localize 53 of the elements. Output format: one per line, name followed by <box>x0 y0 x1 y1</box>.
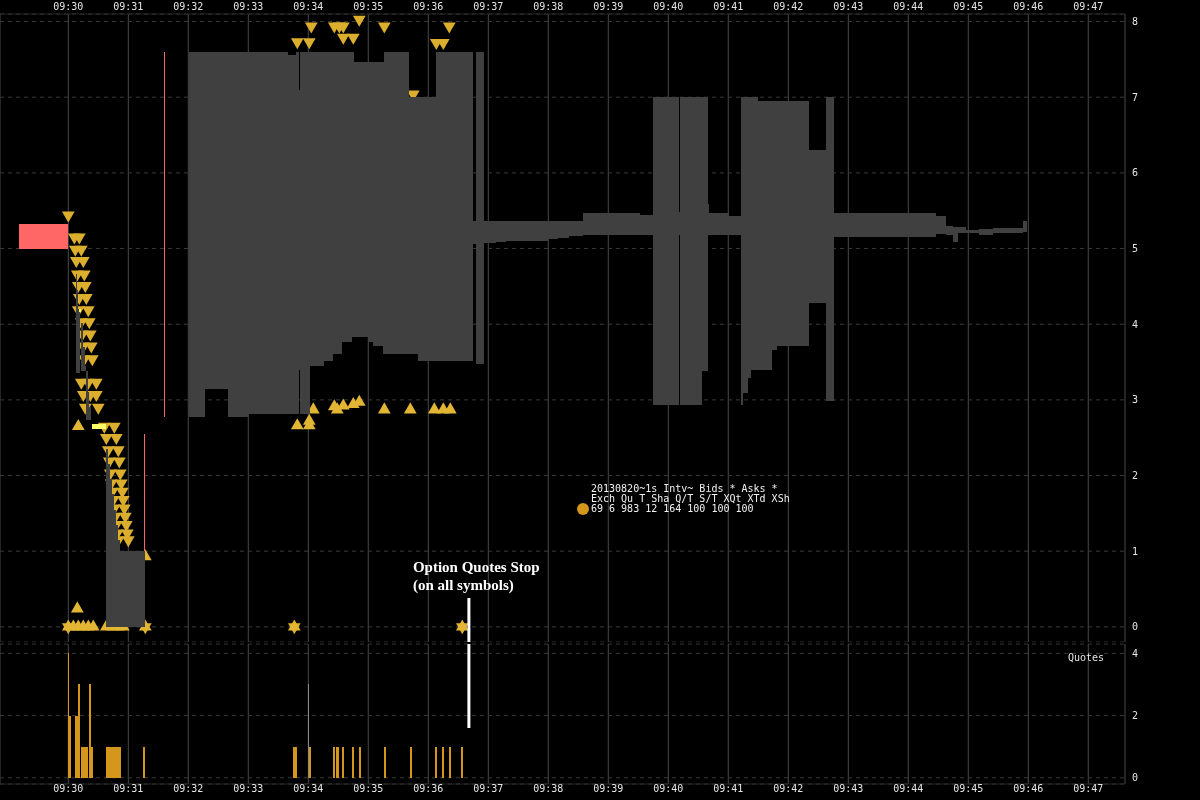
x-tick-label: 09:44 <box>893 783 924 795</box>
x-tick-label: 09:47 <box>1073 783 1104 795</box>
x-tick-label: 09:35 <box>353 1 384 12</box>
y-tick-label: 1 <box>1132 545 1139 557</box>
annotation: Exch Qu T Sha Q/T S/T XQt XTd XSh <box>591 493 790 505</box>
y-tick-label: 4 <box>1132 647 1139 659</box>
x-tick-label: 09:41 <box>713 783 744 795</box>
annotation: 20130820~1s Intv~ Bids * Asks * <box>591 483 778 494</box>
y-tick-label: 3 <box>1132 394 1139 406</box>
x-tick-label: 09:43 <box>833 783 864 795</box>
y-tick-label: 0 <box>1132 772 1139 784</box>
y-tick-label: 7 <box>1132 91 1139 103</box>
x-tick-label: 09:42 <box>773 783 804 795</box>
x-tick-label: 09:35 <box>353 783 384 795</box>
y-tick-label: 5 <box>1132 243 1139 255</box>
x-tick-label: 09:31 <box>113 1 144 12</box>
x-tick-label: 09:45 <box>953 1 984 12</box>
x-tick-label: 09:39 <box>593 783 624 795</box>
x-tick-label: 09:31 <box>113 783 144 795</box>
x-tick-label: 09:38 <box>533 783 564 795</box>
x-tick-label: 09:43 <box>833 1 864 12</box>
y-tick-label: 8 <box>1132 16 1139 28</box>
y-tick-label: 4 <box>1132 318 1139 330</box>
y-tick-label: 6 <box>1132 167 1139 179</box>
y-tick-label: 0 <box>1132 621 1139 633</box>
x-tick-label: 09:34 <box>293 1 324 12</box>
y-tick-label: 2 <box>1132 470 1139 482</box>
x-tick-label: 09:42 <box>773 1 804 12</box>
x-tick-label: 09:36 <box>413 783 444 795</box>
x-tick-label: 09:32 <box>173 783 204 795</box>
annotation: 69 6 983 12 164 100 100 100 <box>591 503 754 515</box>
x-tick-label: 09:37 <box>473 783 504 795</box>
y-tick-label: 2 <box>1132 710 1139 722</box>
x-tick-label: 09:46 <box>1013 783 1044 795</box>
x-tick-label: 09:32 <box>173 1 204 12</box>
x-tick-label: 09:38 <box>533 1 564 12</box>
x-tick-label: 09:30 <box>53 783 84 795</box>
ref-line-label: Option Quotes Stop (on all symbols) <box>412 558 540 594</box>
x-tick-label: 09:30 <box>53 1 84 12</box>
x-tick-label: 09:33 <box>233 783 264 795</box>
x-tick-label: 09:47 <box>1073 1 1104 12</box>
x-tick-label: 09:34 <box>293 783 324 795</box>
x-tick-label: 09:41 <box>713 1 744 12</box>
x-tick-label: 09:36 <box>413 1 444 12</box>
x-tick-label: 09:40 <box>653 1 684 12</box>
x-tick-label: 09:40 <box>653 783 684 795</box>
text: Quotes <box>1068 652 1105 664</box>
x-tick-label: 09:33 <box>233 1 264 12</box>
x-tick-label: 09:44 <box>893 1 924 12</box>
x-tick-label: 09:39 <box>593 1 624 12</box>
x-tick-label: 09:37 <box>473 1 504 12</box>
x-tick-label: 09:46 <box>1013 1 1044 12</box>
x-tick-label: 09:45 <box>953 783 984 795</box>
